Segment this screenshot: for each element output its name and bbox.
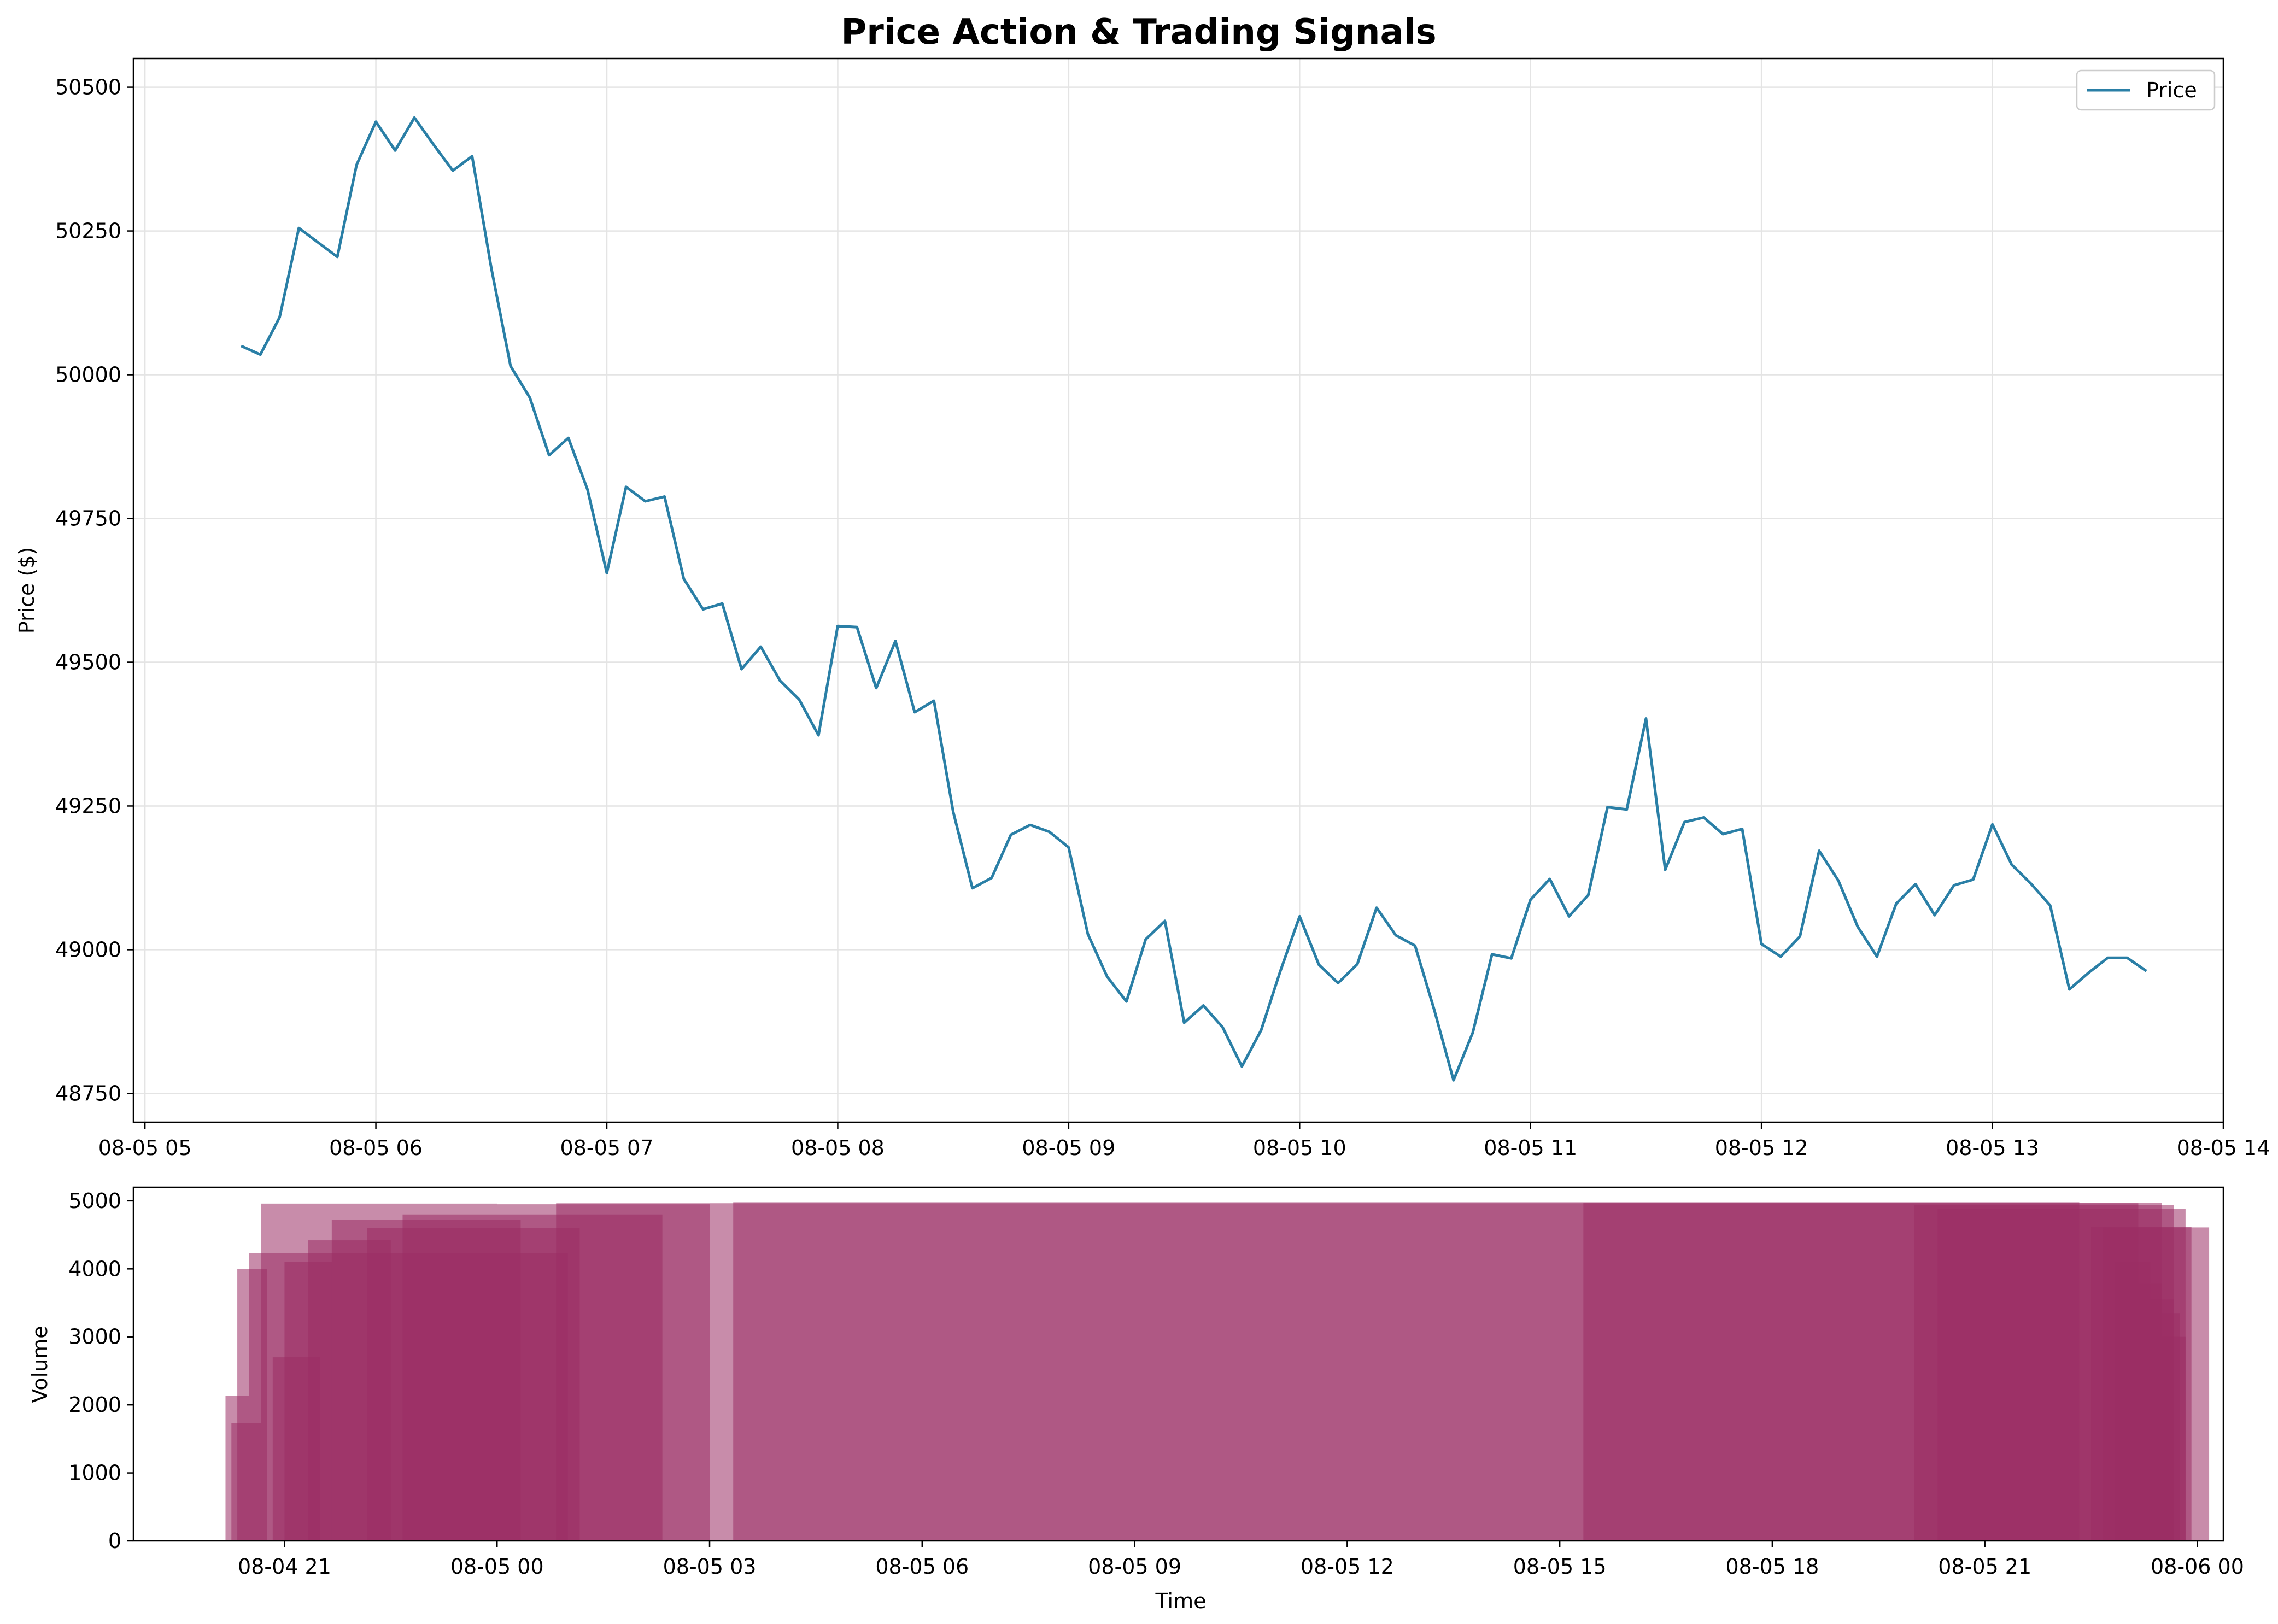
volume-y-tick-label: 2000 (68, 1393, 121, 1417)
price-y-ticks: 48750 49000 49250 49500 49750 50000 50250 50500 (55, 75, 133, 1105)
price-y-tick-label: 49000 (55, 937, 121, 961)
legend-label-price: Price (2146, 78, 2197, 102)
price-legend: Price (2076, 69, 2216, 111)
volume-x-tick-label: 08-05 09 (1088, 1555, 1181, 1579)
volume-bar (2162, 1336, 2186, 1541)
price-x-tick-label: 08-05 06 (329, 1136, 423, 1160)
volume-plot-frame (132, 1186, 2224, 1542)
price-x-tick-label: 08-05 10 (1253, 1136, 1346, 1160)
price-y-tick-label: 50000 (55, 363, 121, 387)
price-x-ticks: 08-05 05 08-05 06 08-05 07 08-05 08 08-05 09… (98, 1122, 2270, 1160)
price-line-layer (241, 116, 2147, 1082)
price-chart-panel: 08-05 05 08-05 06 08-05 07 08-05 08 08-05 09… (15, 57, 2270, 1160)
volume-y-ticks: 0 1000 2000 3000 4000 5000 (68, 1189, 133, 1553)
price-plot-frame (132, 57, 2224, 1123)
chart-title: Price Action & Trading Signals (841, 12, 1436, 52)
price-y-axis-label: Price ($) (15, 547, 39, 634)
volume-x-axis-label: Time (1155, 1589, 1207, 1613)
volume-x-tick-label: 08-05 18 (1725, 1555, 1819, 1579)
price-y-tick-label: 49750 (55, 507, 121, 531)
price-x-tick-label: 08-05 13 (1946, 1136, 2039, 1160)
price-x-tick-label: 08-05 08 (791, 1136, 885, 1160)
price-y-tick-label: 50250 (55, 219, 121, 243)
volume-y-axis-label: Volume (28, 1326, 52, 1403)
price-x-tick-label: 08-05 11 (1484, 1136, 1577, 1160)
volume-y-tick-label: 0 (108, 1529, 121, 1553)
price-y-tick-label: 50500 (55, 75, 121, 99)
price-x-tick-label: 08-05 07 (560, 1136, 654, 1160)
legend-box (2076, 69, 2216, 111)
price-y-tick-label: 48750 (55, 1081, 121, 1105)
price-x-tick-label: 08-05 09 (1022, 1136, 1115, 1160)
volume-x-tick-label: 08-05 15 (1513, 1555, 1607, 1579)
price-x-tick-label: 08-05 14 (2177, 1136, 2270, 1160)
price-x-tick-label: 08-05 12 (1715, 1136, 1808, 1160)
volume-y-tick-label: 4000 (68, 1257, 121, 1281)
volume-x-tick-label: 08-05 03 (663, 1555, 757, 1579)
volume-x-tick-label: 08-04 21 (238, 1555, 331, 1579)
volume-x-tick-label: 08-05 00 (450, 1555, 544, 1579)
price-series-line (241, 116, 2147, 1082)
price-y-tick-label: 49250 (55, 794, 121, 818)
volume-x-tick-label: 08-06 00 (2151, 1555, 2244, 1579)
volume-y-tick-label: 1000 (68, 1461, 121, 1485)
price-x-tick-label: 08-05 05 (98, 1136, 192, 1160)
volume-bars-layer (225, 1202, 2210, 1541)
volume-y-tick-label: 3000 (68, 1325, 121, 1349)
price-y-tick-label: 49500 (55, 650, 121, 674)
volume-x-tick-label: 08-05 21 (1938, 1555, 2031, 1579)
volume-x-ticks: 08-04 21 08-05 00 08-05 03 08-05 06 08-05 09… (238, 1541, 2244, 1579)
volume-x-tick-label: 08-05 06 (875, 1555, 969, 1579)
volume-y-tick-label: 5000 (68, 1189, 121, 1213)
volume-chart-panel: 08-04 21 08-05 00 08-05 03 08-05 06 08-05 09… (28, 1186, 2244, 1613)
volume-bar (2103, 1227, 2210, 1541)
volume-x-tick-label: 08-05 12 (1301, 1555, 1394, 1579)
